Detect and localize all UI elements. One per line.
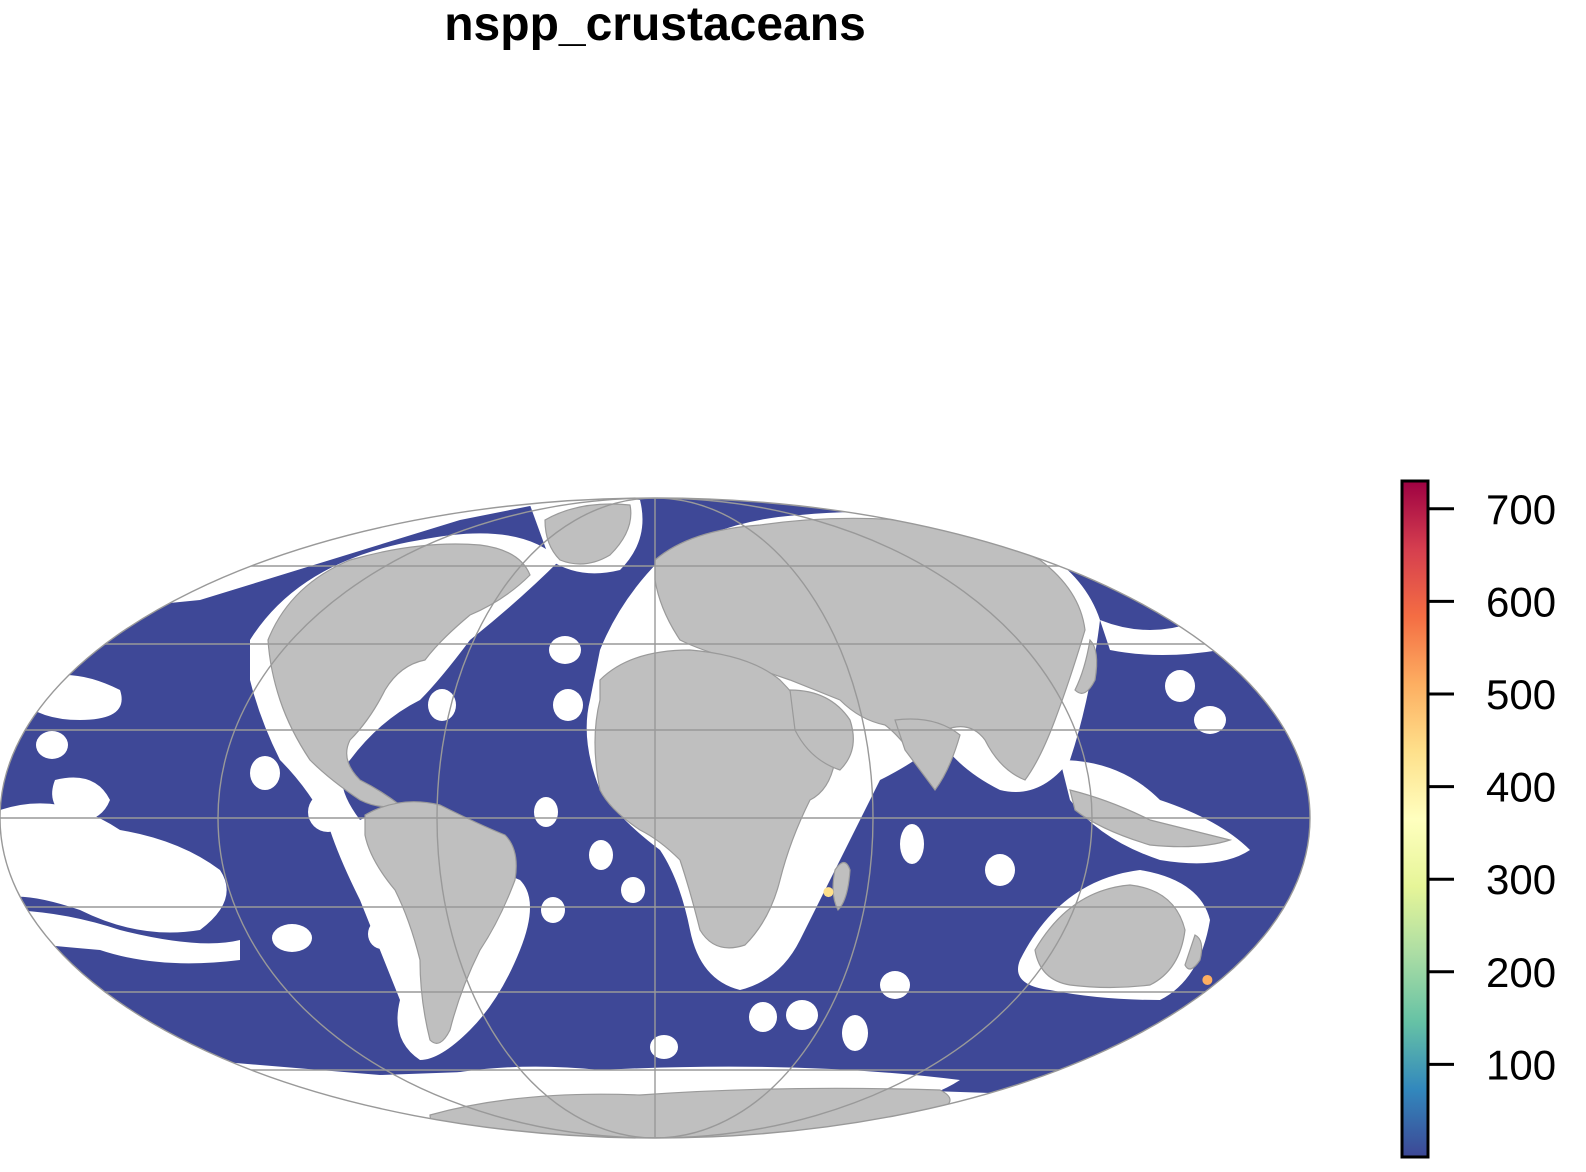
legend-tick-label: 300 bbox=[1486, 856, 1556, 903]
japan-land bbox=[1074, 638, 1098, 694]
globe-outline bbox=[0, 497, 1311, 1139]
madagascar-east-hotspot bbox=[823, 887, 834, 898]
australia-land bbox=[1034, 884, 1186, 989]
map-title: nspp_crustaceans bbox=[444, 0, 866, 51]
legend-tick-label: 100 bbox=[1486, 1041, 1556, 1088]
south-america-land bbox=[364, 801, 517, 1044]
hotspot-layer bbox=[823, 887, 1213, 985]
land bbox=[267, 503, 1233, 1138]
new-zealand-hotspot bbox=[1202, 974, 1213, 985]
legend-ticks: 100 200 300 400 500 600 700 bbox=[1428, 486, 1556, 1088]
legend-tick-label: 600 bbox=[1486, 578, 1556, 625]
legend-tick-label: 500 bbox=[1486, 671, 1556, 718]
new-zealand-land bbox=[1184, 934, 1203, 970]
india-land bbox=[894, 718, 961, 792]
legend-colorbar bbox=[1400, 479, 1430, 1159]
north-america-land bbox=[267, 543, 531, 808]
legend-tick-label: 400 bbox=[1486, 764, 1556, 811]
greenland-land bbox=[544, 503, 632, 565]
legend-tick-label: 700 bbox=[1486, 486, 1556, 533]
legend-tick-label: 200 bbox=[1486, 949, 1556, 996]
indonesia-land bbox=[1069, 789, 1233, 848]
